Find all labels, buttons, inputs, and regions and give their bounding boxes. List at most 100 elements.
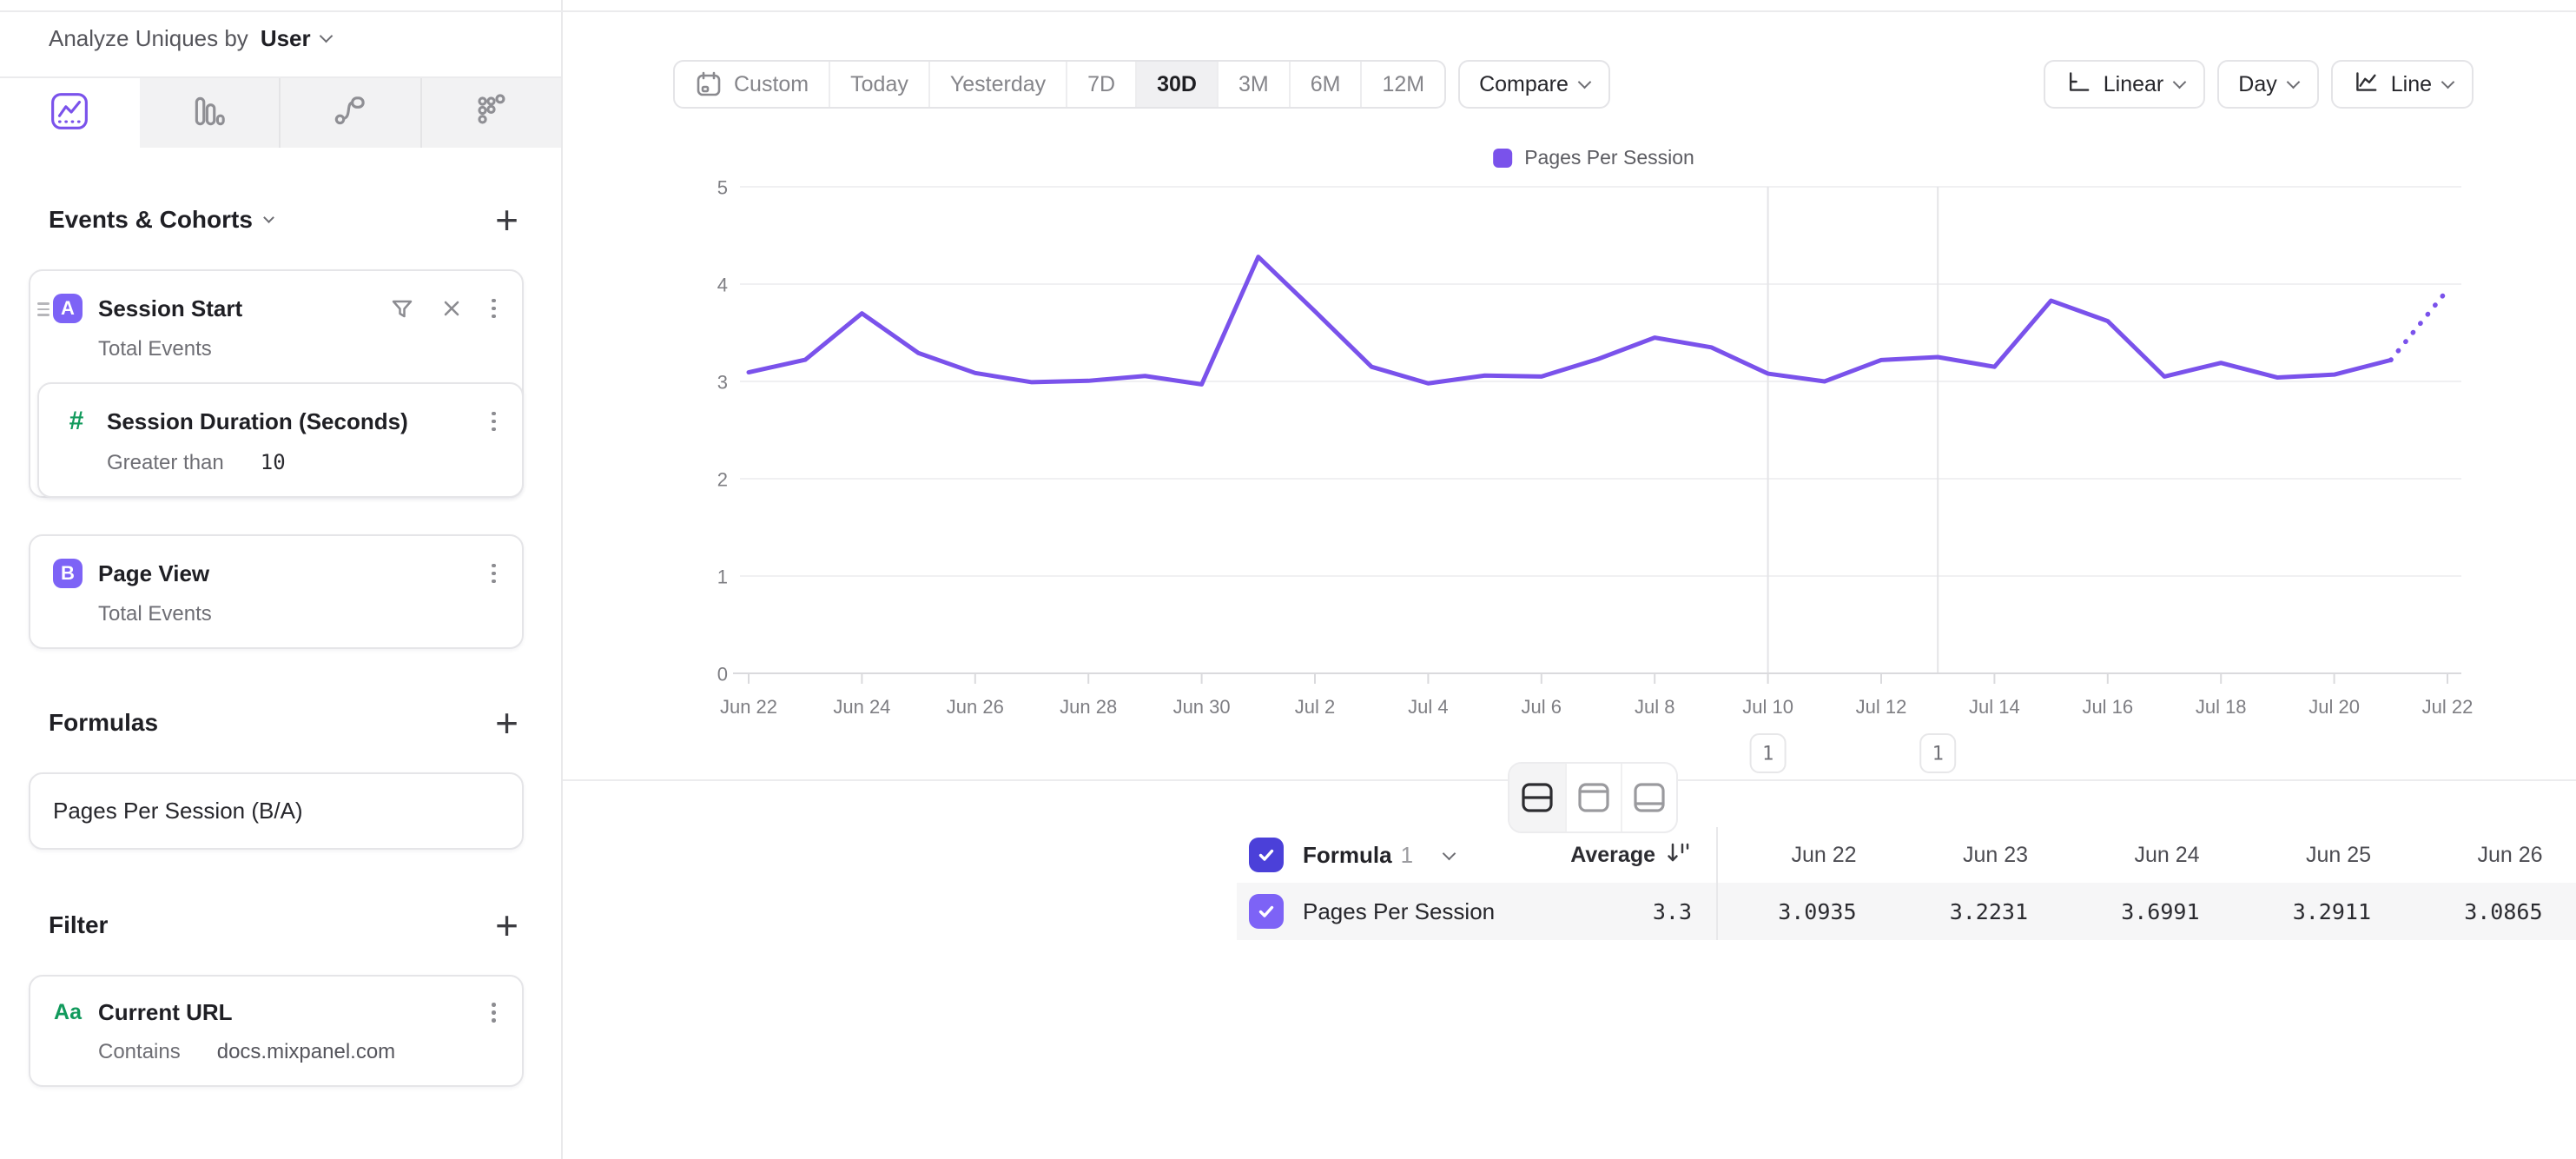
event-aggregation[interactable]: Total Events (98, 337, 212, 361)
series-checkbox[interactable] (1249, 894, 1284, 929)
event-title[interactable]: Page View (98, 560, 210, 586)
y-axis-tick-label: 3 (717, 372, 728, 394)
formula-card[interactable]: Pages Per Session (B/A) (29, 772, 524, 850)
sort-descending-icon[interactable] (1666, 840, 1692, 871)
event-card-group: A Session Start (29, 269, 524, 498)
x-axis-tick-label: Jun 26 (947, 696, 1004, 718)
date-range-7d[interactable]: 7D (1066, 62, 1135, 107)
date-range-today[interactable]: Today (829, 62, 928, 107)
tab-funnels[interactable] (140, 78, 280, 148)
chart-type-selector[interactable]: Line (2330, 60, 2474, 109)
window-top-divider (0, 10, 2576, 12)
layout-split-button[interactable] (1509, 764, 1565, 831)
kebab-menu-icon[interactable] (488, 560, 499, 587)
chevron-down-icon (319, 29, 333, 43)
annotation-marker-label: 1 (1932, 744, 1944, 765)
layout-chart-only-button[interactable] (1565, 764, 1621, 831)
interval-selector[interactable]: Day (2217, 60, 2319, 109)
date-range-yesterday[interactable]: Yesterday (928, 62, 1066, 107)
chevron-down-icon (2441, 75, 2455, 89)
kebab-menu-icon[interactable] (488, 999, 499, 1026)
event-title[interactable]: Session Start (98, 295, 243, 321)
date-column-header[interactable]: Jun 26 (2477, 842, 2543, 867)
filter-value[interactable]: docs.mixpanel.com (216, 1040, 396, 1063)
chevron-down-icon (2286, 75, 2301, 89)
series-name[interactable]: Pages Per Session (1303, 897, 1496, 924)
event-badge-a: A (53, 294, 83, 323)
results-table: Formula 1 Average Jun 22 Jun 23 Jun 24 Jun 2… (1237, 827, 2576, 940)
date-column-header[interactable]: Jun 22 (1791, 842, 1857, 867)
tab-flows[interactable] (279, 78, 420, 148)
table-header-row: Formula 1 Average Jun 22 Jun 23 Jun 24 Jun 2… (1237, 827, 2576, 883)
date-range-3m[interactable]: 3M (1216, 62, 1289, 107)
filter-funnel-icon[interactable] (389, 295, 415, 321)
filter-operator[interactable]: Contains (98, 1040, 181, 1063)
table-data-row: Pages Per Session 3.3 3.0935 3.2231 3.6991… (1237, 883, 2576, 940)
visualization-tabs (0, 76, 561, 148)
legend-label: Pages Per Session (1524, 146, 1694, 169)
date-column-header[interactable]: Jun 23 (1962, 842, 2028, 867)
insights-chart-icon (50, 91, 89, 136)
event-session-start[interactable]: A Session Start (30, 271, 522, 382)
breakdown-section-header: Breakdown + (29, 1149, 524, 1159)
formula-expression[interactable]: Pages Per Session (B/A) (53, 798, 303, 824)
compare-button[interactable]: Compare (1458, 60, 1610, 109)
date-range-6m[interactable]: 6M (1288, 62, 1361, 107)
event-property-session-duration[interactable]: # Session Duration (Seconds) Greater tha… (37, 382, 524, 498)
string-property-icon: Aa (54, 1000, 82, 1024)
date-range-custom[interactable]: Custom (675, 62, 829, 107)
x-axis-tick-label: Jul 4 (1408, 696, 1448, 718)
x-axis-tick-label: Jul 14 (1969, 696, 2020, 718)
date-range-30d[interactable]: 30D (1135, 62, 1217, 107)
date-column-header[interactable]: Jun 24 (2134, 842, 2200, 867)
layout-toggle (1508, 762, 1678, 833)
kebab-menu-icon[interactable] (488, 408, 499, 435)
date-column-header[interactable]: Jun 25 (2305, 842, 2371, 867)
add-event-button[interactable]: + (490, 200, 524, 240)
legend-swatch (1493, 148, 1513, 168)
x-axis-tick-label: Jun 24 (833, 696, 890, 718)
line-chart-icon (2352, 68, 2391, 102)
event-aggregation[interactable]: Total Events (98, 602, 212, 626)
events-section-header: Events & Cohorts + (29, 200, 524, 240)
add-formula-button[interactable]: + (490, 703, 524, 743)
filter-section-title: Filter (49, 911, 109, 938)
filter-current-url[interactable]: Aa Current URL Contains docs.mixpanel.co… (29, 975, 524, 1087)
retention-dots-icon (472, 91, 512, 136)
kebab-menu-icon[interactable] (488, 295, 499, 322)
x-axis-tick-label: Jul 2 (1295, 696, 1335, 718)
chart-toolbar: Custom Today Yesterday 7D 30D 3M 6M 12M Compare… (673, 60, 2474, 109)
filter-section-header: Filter + (29, 905, 524, 945)
property-operator[interactable]: Greater than (107, 451, 224, 474)
property-title[interactable]: Session Duration (Seconds) (107, 407, 408, 434)
tab-insights[interactable] (0, 78, 140, 148)
x-axis-tick-label: Jun 30 (1173, 696, 1231, 718)
y-axis-tick-label: 1 (717, 566, 728, 588)
annotation-marker[interactable] (1919, 733, 1957, 773)
drag-handle-icon[interactable] (37, 302, 50, 316)
event-page-view[interactable]: B Page View Total Events (29, 534, 524, 649)
date-range-12m[interactable]: 12M (1360, 62, 1444, 107)
property-value[interactable]: 10 (260, 450, 286, 474)
series-value-cell: 3.0865 (2464, 898, 2543, 924)
y-axis-tick-label: 2 (717, 469, 728, 491)
select-all-checkbox[interactable] (1249, 838, 1284, 872)
formula-toggle-label[interactable]: Formula (1303, 841, 1392, 868)
report-canvas: Custom Today Yesterday 7D 30D 3M 6M 12M Compare… (563, 0, 2576, 1159)
remove-event-icon[interactable] (439, 296, 464, 321)
layout-table-only-button[interactable] (1621, 764, 1676, 831)
scale-selector[interactable]: Linear (2043, 60, 2206, 109)
flows-path-icon (330, 91, 370, 136)
x-axis-tick-label: Jul 22 (2422, 696, 2474, 718)
annotation-marker[interactable] (1749, 733, 1787, 773)
filter-title[interactable]: Current URL (98, 999, 233, 1025)
events-section-title[interactable]: Events & Cohorts (49, 206, 274, 234)
x-axis-tick-label: Jun 28 (1060, 696, 1117, 718)
tab-retention[interactable] (419, 78, 562, 148)
chevron-down-icon[interactable] (1442, 846, 1456, 861)
chart-legend-item[interactable]: Pages Per Session (1493, 146, 1694, 169)
analyze-by-selector[interactable]: User (261, 25, 333, 52)
average-column-header[interactable]: Average (1570, 842, 1655, 867)
add-filter-button[interactable]: + (490, 905, 524, 945)
add-breakdown-button[interactable]: + (490, 1149, 524, 1159)
